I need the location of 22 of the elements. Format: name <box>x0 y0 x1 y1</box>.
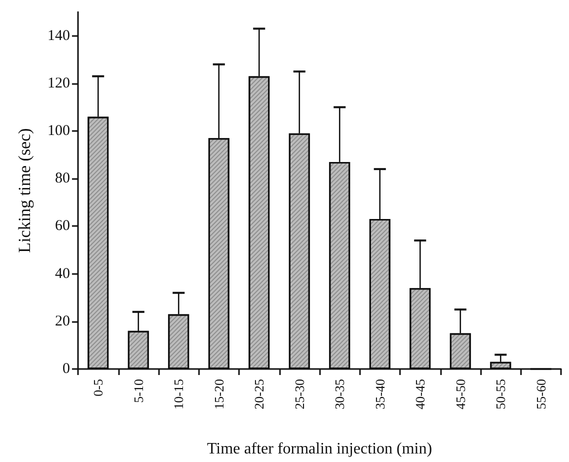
x-tick-label: 50-55 <box>493 379 508 410</box>
x-tick-label: 30-35 <box>332 379 348 410</box>
y-tick-label: 140 <box>48 28 70 44</box>
x-tick-label: 5-10 <box>130 379 146 403</box>
y-tick-label: 120 <box>48 75 70 92</box>
x-tick-label: 15-20 <box>211 379 226 410</box>
x-tick-label: 0-5 <box>90 379 106 396</box>
x-tick-label: 25-30 <box>292 379 307 410</box>
y-axis-title: Licking time (sec) <box>15 128 34 253</box>
y-tick-label: 100 <box>48 123 70 139</box>
x-tick-label: 55-60 <box>533 379 548 410</box>
y-tick-label: 80 <box>55 170 70 187</box>
x-tick-label: 45-50 <box>452 379 468 410</box>
x-tick-label: 35-40 <box>372 379 388 410</box>
y-tick-label: 60 <box>55 218 70 234</box>
x-axis-title: Time after formalin injection (min) <box>206 440 432 458</box>
x-tick-label: 40-45 <box>412 379 428 410</box>
x-tick-label: 10-15 <box>171 379 186 410</box>
y-tick-label: 0 <box>62 361 70 377</box>
x-tick-label: 20-25 <box>252 379 267 410</box>
y-tick-label: 40 <box>55 266 70 282</box>
y-tick-label: 20 <box>55 313 70 330</box>
